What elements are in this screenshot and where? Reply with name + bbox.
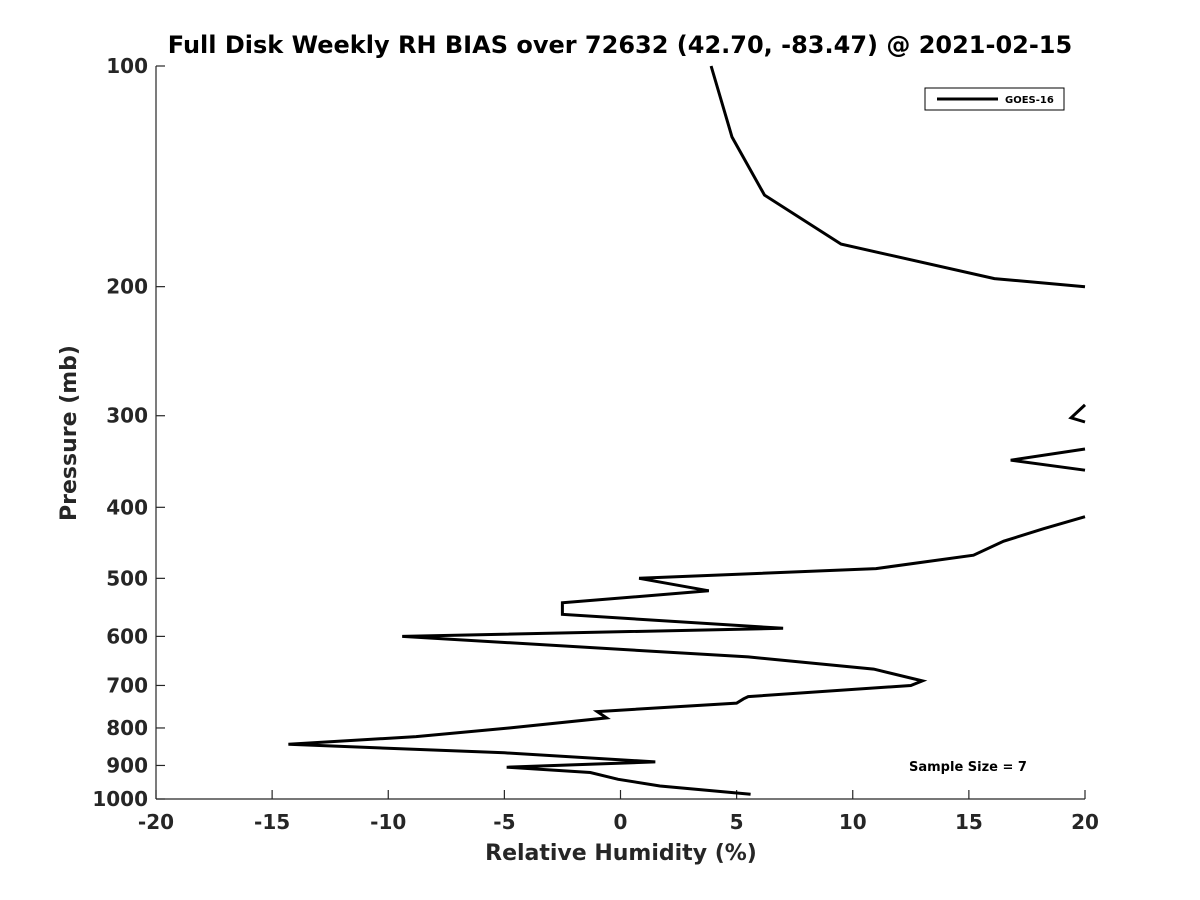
legend: GOES-16 (924, 87, 1065, 111)
x-tick-label: -10 (370, 810, 406, 834)
y-tick-label: 500 (106, 566, 148, 590)
series-line-goes-16 (288, 515, 1086, 796)
y-tick-label: 600 (106, 624, 148, 648)
series-line-goes-16 (1068, 403, 1087, 424)
x-tick-label: 5 (730, 810, 744, 834)
x-tick-label: -15 (254, 810, 290, 834)
plot-area (288, 65, 1087, 796)
y-tick-label: 100 (106, 54, 148, 78)
y-tick-label: 400 (106, 495, 148, 519)
sample-size-annotation: Sample Size = 7 (909, 760, 1027, 775)
y-axis-label: Pressure (mb) (57, 345, 82, 521)
x-tick-label: -5 (493, 810, 515, 834)
y-tick-label: 300 (106, 404, 148, 428)
y-tick-label: 1000 (92, 787, 148, 811)
series-line-goes-16 (709, 65, 1086, 289)
x-axis-label: Relative Humidity (%) (485, 841, 757, 866)
x-tick-label: -20 (138, 810, 174, 834)
y-tick-label: 700 (106, 673, 148, 697)
y-tick-label: 800 (106, 716, 148, 740)
x-tick-label: 15 (955, 810, 983, 834)
axes: -20 -15 -10 -5 0 5 10 15 20 100 200 300 400 500 600 700… (92, 54, 1099, 834)
y-tick-label: 200 (106, 275, 148, 299)
chart-title: Full Disk Weekly RH BIAS over 72632 (42.… (168, 31, 1072, 59)
legend-label-goes-16: GOES-16 (1005, 95, 1054, 106)
x-tick-label: 10 (839, 810, 867, 834)
x-tick-label: 20 (1071, 810, 1099, 834)
series-line-goes-16 (1010, 447, 1086, 472)
x-tick-label: 0 (614, 810, 628, 834)
y-tick-label: 900 (106, 753, 148, 777)
